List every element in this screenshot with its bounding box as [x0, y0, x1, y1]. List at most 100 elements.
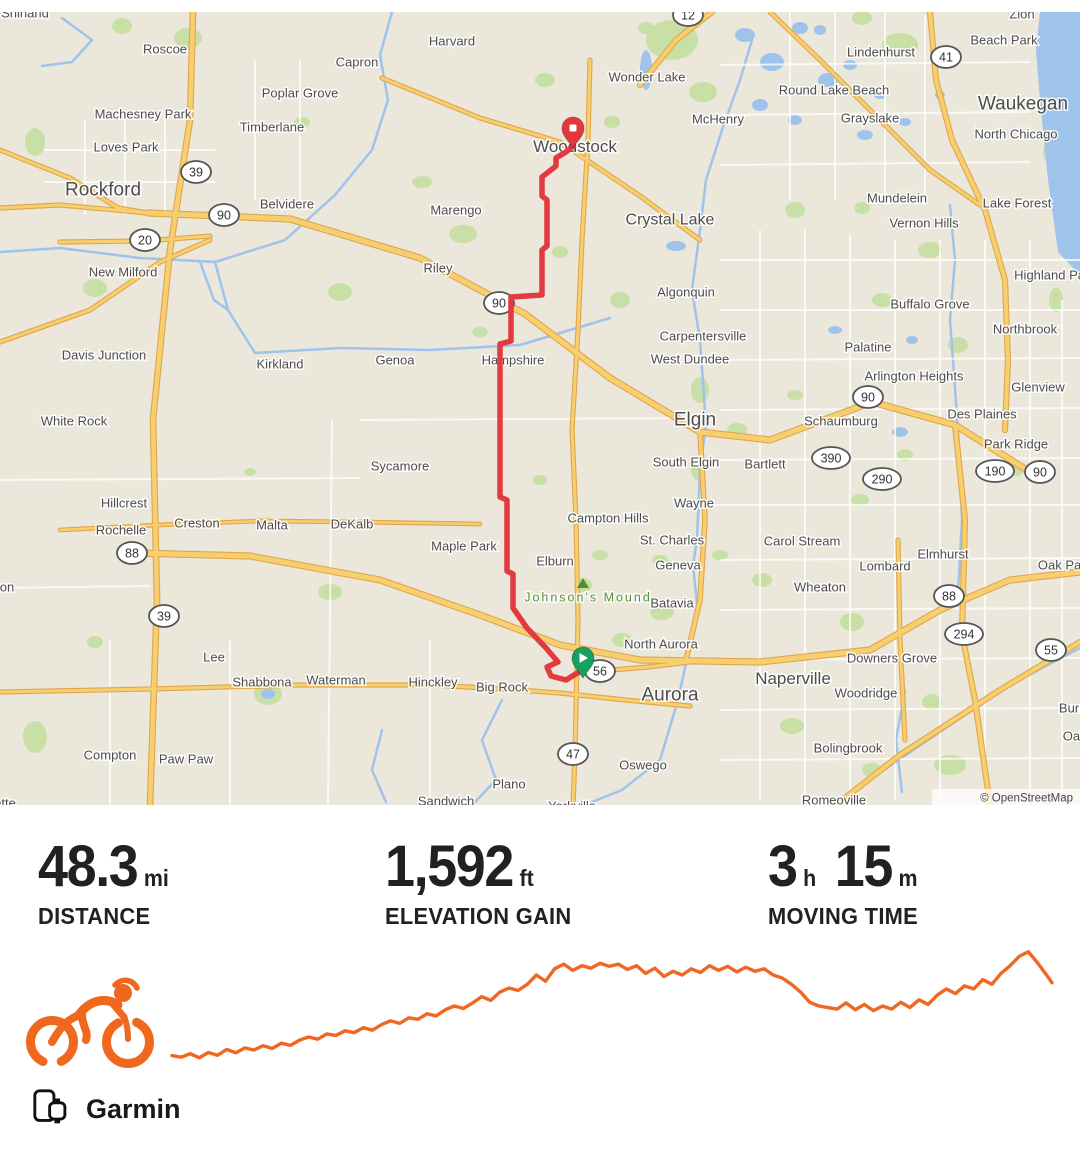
forest-area: [533, 475, 547, 485]
forest-area: [604, 116, 620, 128]
forest-area: [449, 225, 477, 243]
lake: [857, 130, 873, 140]
highway-shield-number: 20: [138, 234, 152, 248]
lake: [666, 241, 686, 251]
map-label: Poplar Grove: [262, 86, 339, 101]
highway-shield: [557, 742, 589, 766]
map-label: Sycamore: [371, 459, 430, 474]
forest-area: [650, 604, 674, 620]
front-wheel: [102, 1016, 154, 1068]
forest-area: [112, 18, 132, 34]
lake: [788, 115, 802, 125]
forest-area: [785, 202, 805, 218]
highway-shield-number: 294: [954, 628, 975, 642]
map-canvas: 39 12 41 90 20 90 90 390 290 190 90 88 39 88 294 55 56 47…: [0, 12, 1080, 805]
stat-label: ELEVATION GAIN: [385, 903, 572, 929]
map-label: Genoa: [375, 353, 415, 368]
map-label: Wheaton: [794, 580, 846, 595]
map-label: Bolingbrook: [814, 741, 883, 756]
map-label: Mundelein: [867, 191, 927, 206]
map-label: Plano: [492, 777, 525, 792]
map-label: Wonder Lake: [608, 70, 685, 85]
stat-unit: h: [803, 865, 817, 891]
river: [40, 16, 94, 68]
minor-road: [0, 585, 151, 589]
forest-area: [851, 494, 869, 506]
map-label: Wayne: [674, 496, 714, 511]
forest-area: [592, 550, 608, 560]
map-label: Crystal Lake: [626, 212, 715, 229]
map-attribution[interactable]: © OpenStreetMap: [980, 793, 1073, 805]
map-label: Elgin: [674, 410, 716, 431]
map-label: Rochelle: [96, 523, 147, 538]
river: [470, 698, 504, 805]
map-label: Shabbona: [232, 675, 292, 690]
map-label: Marengo: [430, 203, 481, 218]
major-road: [768, 12, 982, 207]
highway-shield: [944, 622, 984, 646]
map-label: Grayslake: [841, 111, 900, 126]
map-label: Timberlane: [240, 120, 305, 135]
lake: [843, 60, 857, 70]
highway-shield: [208, 203, 240, 227]
minor-road: [719, 161, 1031, 166]
forest-area: [294, 117, 310, 127]
minor-road: [327, 419, 333, 805]
lake: [874, 91, 886, 99]
map-label: Waterman: [306, 673, 365, 688]
lake: [792, 22, 808, 34]
highway-shield: [811, 446, 851, 470]
map-label: Ashton: [0, 580, 14, 595]
map-label: Burr Ridge: [1059, 701, 1080, 716]
map-label: Kirkland: [257, 357, 304, 372]
rear-wheel: [26, 1016, 78, 1068]
map-label: Oswego: [619, 758, 667, 773]
map-label: Creston: [174, 516, 220, 531]
highway-shield: [975, 459, 1015, 483]
map-label: Capron: [336, 55, 379, 70]
map-label: Buffalo Grove: [890, 297, 969, 312]
major-road: [147, 12, 196, 805]
stat-value: 3 h 15 m: [768, 838, 936, 896]
map-label: Harvard: [429, 34, 475, 49]
highway-shield-number: 90: [217, 209, 231, 223]
map-label: Compton: [84, 748, 137, 763]
map-label: Carol Stream: [764, 534, 841, 549]
map-label: Romeoville: [802, 793, 866, 805]
major-road: [896, 538, 907, 742]
map-label: Belvidere: [260, 197, 314, 212]
river: [948, 203, 964, 594]
minor-road: [719, 357, 1080, 361]
highway-shield: [1024, 460, 1056, 484]
forest-area: [872, 293, 892, 307]
river: [590, 128, 724, 804]
forest-area: [23, 721, 47, 753]
lake: [814, 25, 826, 35]
forest-area: [752, 573, 772, 587]
lake: [760, 53, 784, 71]
route-map[interactable]: 39 12 41 90 20 90 90 390 290 190 90 88 39 88 294 55 56 47…: [0, 0, 1080, 805]
map-label: Algonquin: [657, 285, 715, 300]
forest-area: [712, 550, 728, 560]
route-end-marker[interactable]: [561, 116, 585, 149]
forest-area: [1049, 288, 1063, 312]
minor-road: [719, 707, 1080, 711]
map-label: Geneva: [655, 558, 701, 573]
forest-area: [840, 613, 864, 631]
forest-area: [918, 242, 942, 258]
rider-head: [114, 984, 132, 1002]
map-label: Rockford: [65, 180, 141, 201]
highway-shield-number: 90: [492, 297, 506, 311]
forest-area: [852, 12, 872, 25]
map-label: South Elgin: [653, 455, 720, 470]
forest-area: [328, 283, 352, 301]
map-label: Davis Junction: [62, 348, 147, 363]
route-start-marker[interactable]: [571, 646, 595, 679]
map-label: Campton Hills: [568, 511, 649, 526]
major-road: [0, 203, 150, 215]
forest-area: [780, 718, 804, 734]
map-label: Riley: [424, 261, 453, 276]
major-road: [145, 210, 1033, 475]
map-label: Johnson's Mound: [524, 590, 652, 604]
